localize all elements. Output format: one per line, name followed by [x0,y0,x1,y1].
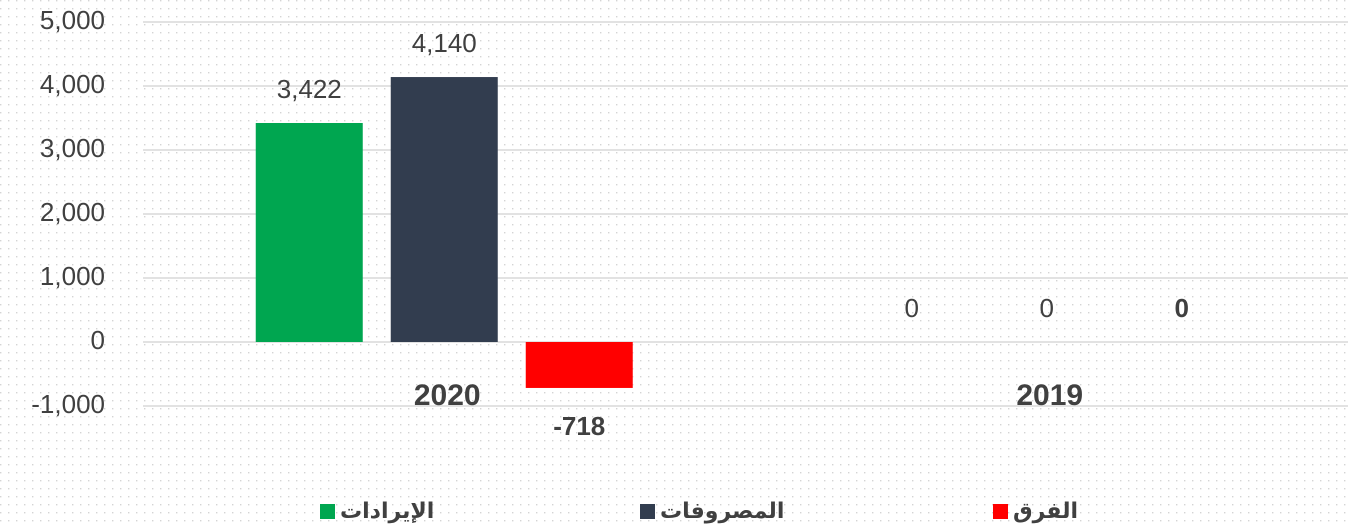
data-label: 0 [1040,293,1054,323]
x-tick-label: 2019 [1016,379,1083,412]
data-label: -718 [553,411,605,441]
data-label: 0 [905,293,919,323]
legend-label: الفرق [1013,498,1078,524]
legend-label: الإيرادات [340,498,434,524]
y-tick-label: 0 [91,325,105,355]
bar [525,342,633,388]
y-tick-label: -1,000 [31,389,105,419]
legend-swatch [640,504,655,519]
legend-swatch [993,504,1008,519]
legend-label: المصروفات [660,498,784,524]
x-tick-label: 2020 [414,379,481,412]
y-tick-label: 4,000 [40,69,105,99]
y-tick-label: 2,000 [40,197,105,227]
bar [255,122,363,342]
legend-swatch [320,504,335,519]
data-label: 3,422 [277,74,342,104]
y-tick-label: 3,000 [40,133,105,163]
bar [390,77,498,342]
y-tick-label: 5,000 [40,5,105,35]
data-label: 0 [1175,293,1189,323]
data-label: 4,140 [412,28,477,58]
y-tick-label: 1,000 [40,261,105,291]
